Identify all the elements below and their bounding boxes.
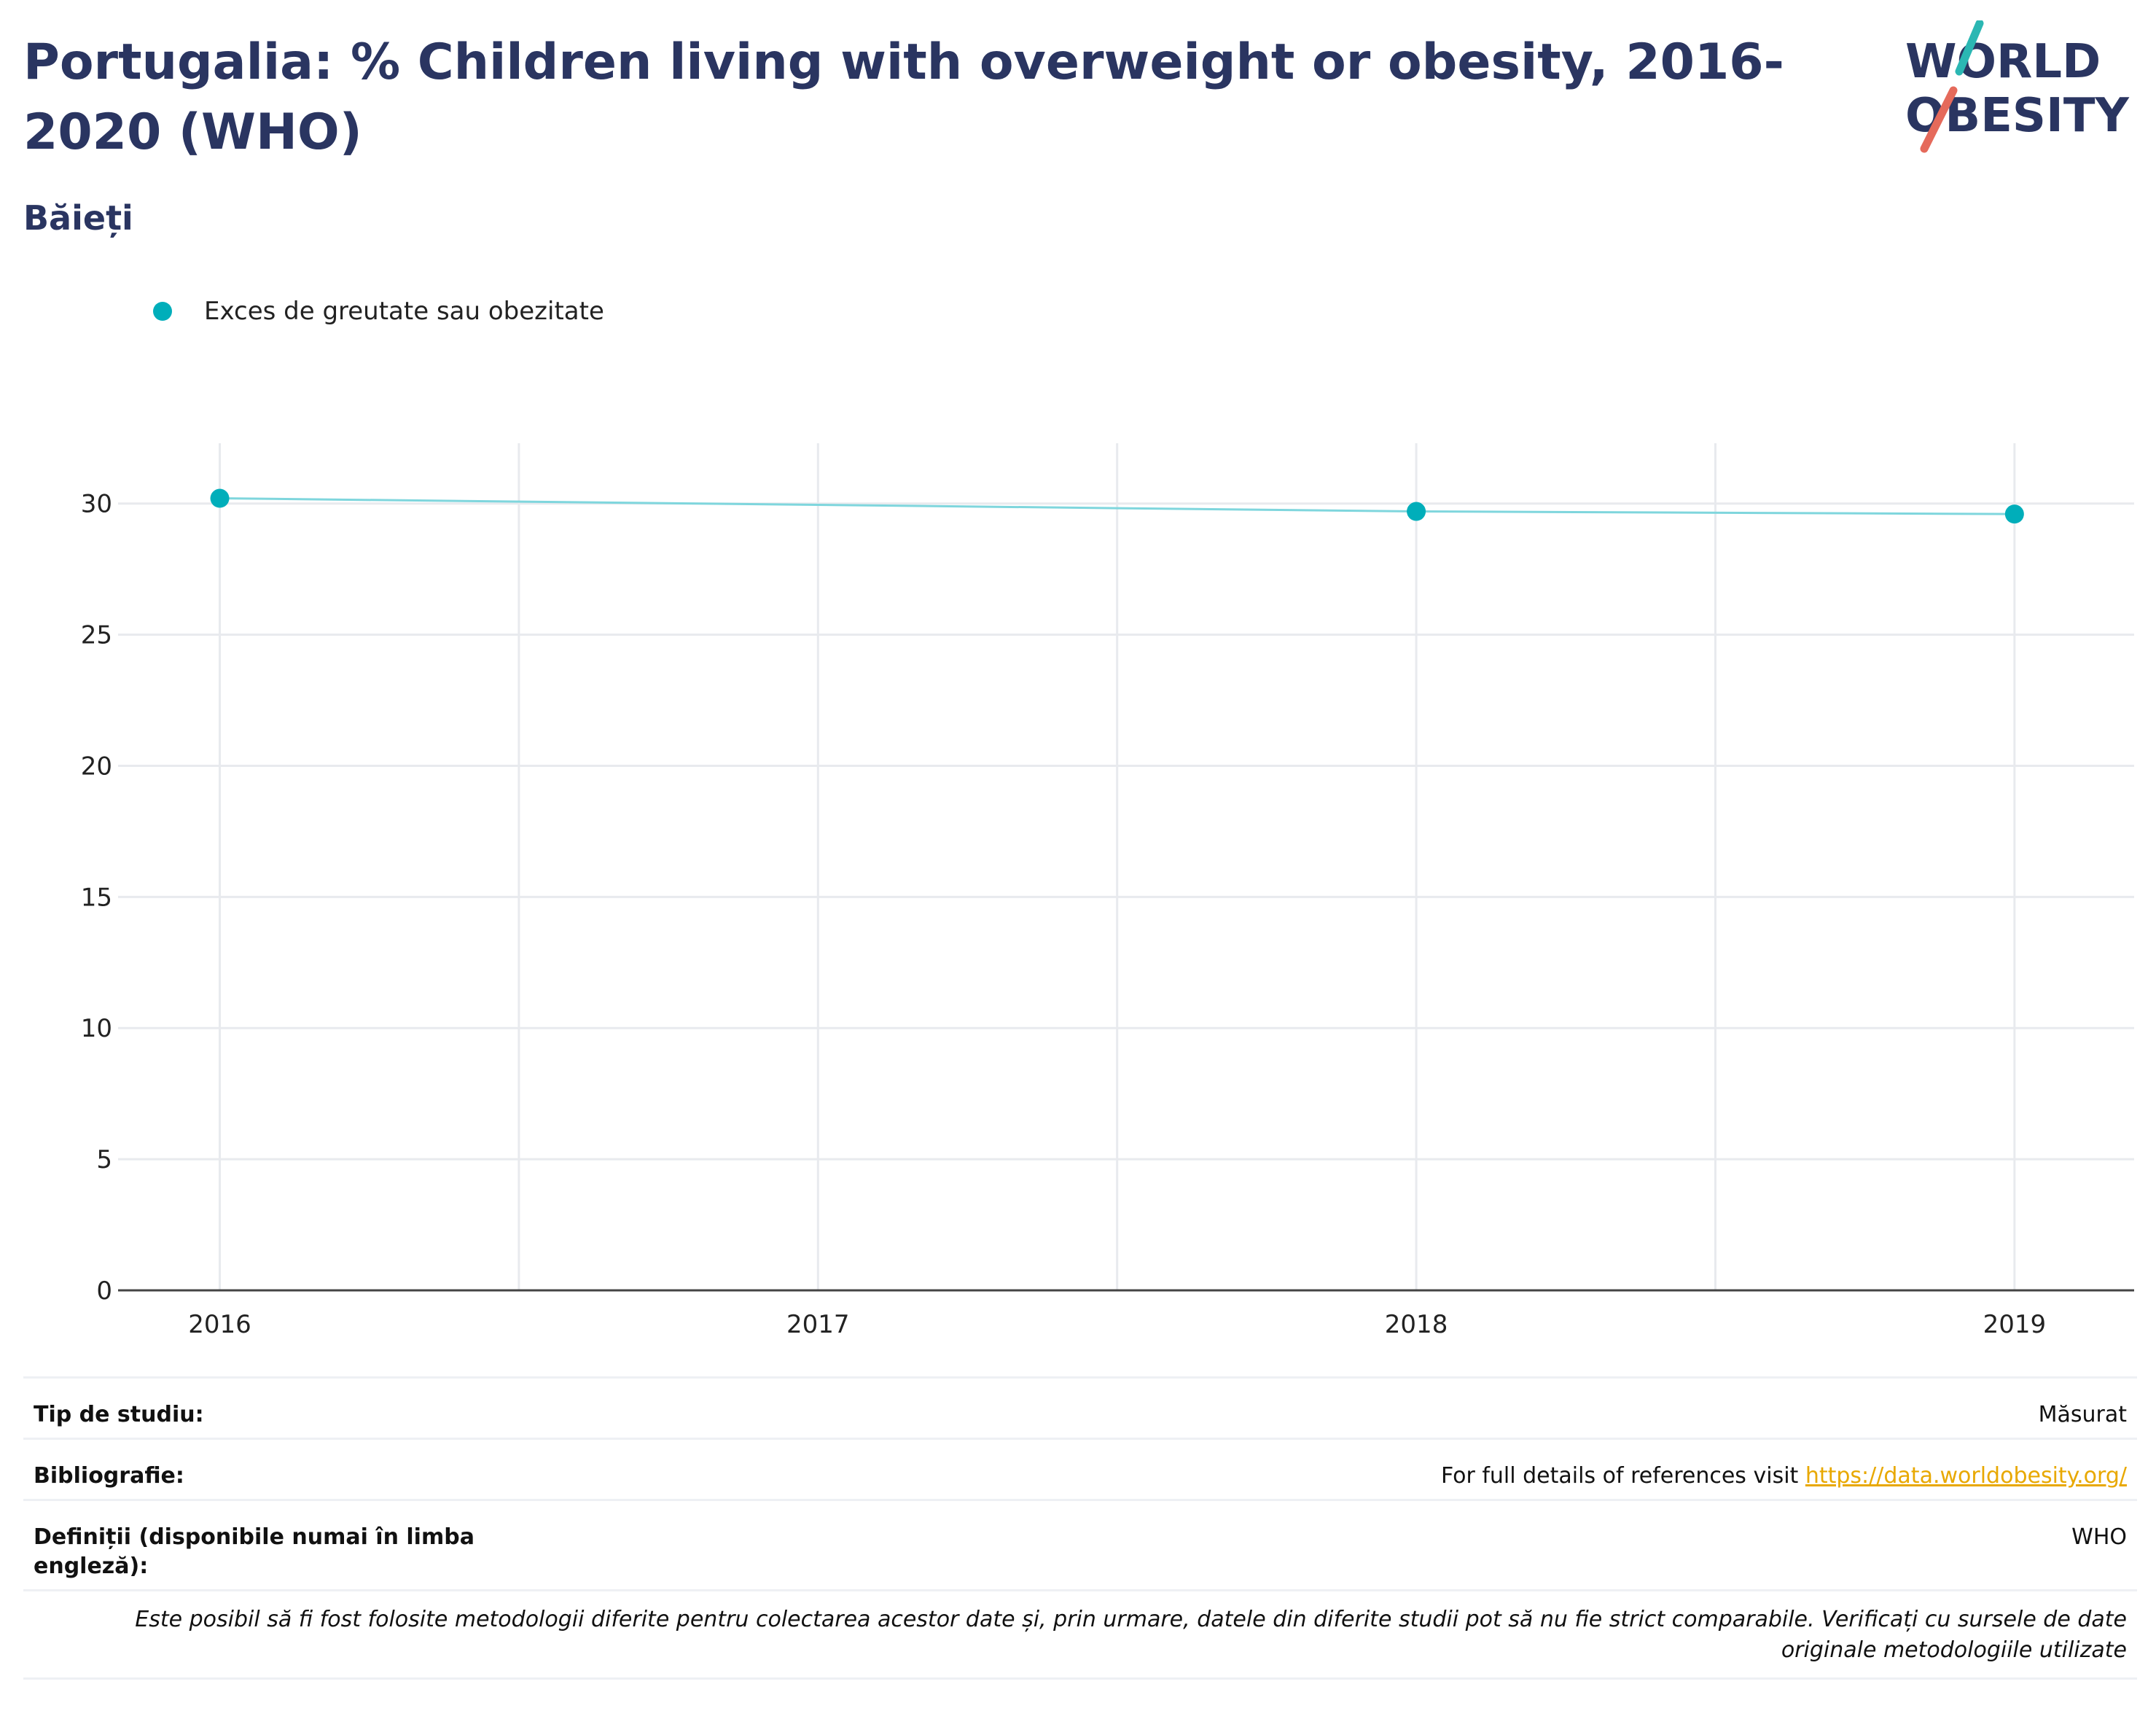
definitions-value: WHO [2071, 1524, 2127, 1550]
logo-coral-slash [1920, 86, 1958, 153]
study-type-value: Măsurat [2038, 1402, 2127, 1427]
bibliography-row: Bibliografie: For full details of refere… [23, 1438, 2137, 1499]
y-tick-label: 15 [81, 883, 112, 912]
line-chart: 0 5 10 15 20 25 30 2016 2017 2018 2019 [81, 443, 2134, 1339]
series-layer [210, 488, 2024, 524]
x-tick-label: 2017 [786, 1310, 850, 1339]
y-tick-label: 25 [81, 621, 112, 650]
methodology-note-row: Este posibil să fi fost folosite metodol… [23, 1589, 2137, 1680]
bibliography-value: For full details of references visit htt… [1441, 1462, 2127, 1491]
legend[interactable]: Exces de greutate sau obezitate [153, 293, 604, 330]
bibliography-link[interactable]: https://data.worldobesity.org/ [1805, 1463, 2127, 1489]
methodology-note: Este posibil să fi fost folosite metodol… [135, 1607, 2127, 1663]
y-tick-label: 0 [96, 1276, 112, 1306]
x-gridlines [219, 443, 2016, 1290]
logo-teal-slash [1955, 20, 1984, 76]
y-gridlines [118, 502, 2134, 1161]
study-type-label: Tip de studiu: [34, 1402, 204, 1427]
info-table: Tip de studiu: Măsurat Bibliografie: For… [23, 1376, 2137, 1680]
legend-label: Exces de greutate sau obezitate [204, 297, 604, 326]
definitions-label: Definiții (disponibile numai în limba en… [34, 1524, 474, 1579]
y-tick-label: 10 [81, 1014, 112, 1043]
chart-subtitle: Băieți [23, 198, 133, 238]
world-obesity-logo: WORLD OBESITY [1905, 20, 2129, 153]
y-tick-label: 5 [96, 1145, 112, 1174]
logo-word-world: WORLD [1905, 35, 2101, 89]
study-type-row: Tip de studiu: Măsurat [23, 1376, 2137, 1438]
definitions-row: Definiții (disponibile numai în limba en… [23, 1499, 2137, 1589]
legend-marker-icon [153, 302, 172, 321]
y-tick-label: 30 [81, 490, 112, 519]
x-tick-label: 2018 [1385, 1310, 1448, 1339]
bibliography-text: For full details of references visit [1440, 1463, 1805, 1489]
data-point[interactable] [2004, 504, 2024, 524]
x-tick-label: 2019 [1983, 1310, 2047, 1339]
x-tick-label: 2016 [188, 1310, 251, 1339]
data-point[interactable] [210, 488, 230, 508]
y-tick-label: 20 [81, 752, 112, 781]
y-axis-tick-labels: 0 5 10 15 20 25 30 [81, 490, 112, 1306]
chart-title: Portugalia: % Children living with overw… [23, 34, 1784, 161]
data-point[interactable] [1407, 502, 1426, 521]
x-axis-tick-labels: 2016 2017 2018 2019 [188, 1310, 2046, 1339]
bibliography-label: Bibliografie: [34, 1463, 184, 1489]
